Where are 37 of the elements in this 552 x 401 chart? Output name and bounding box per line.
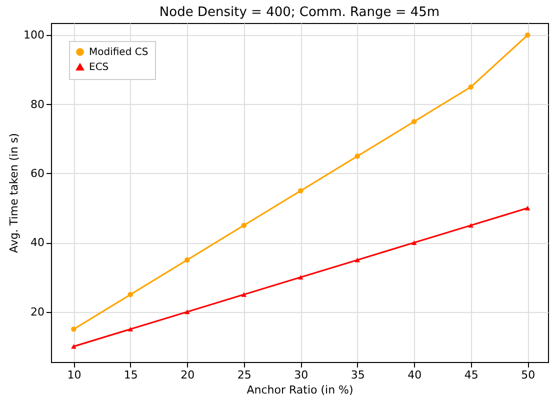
point — [298, 274, 304, 280]
legend-label: ECS — [89, 62, 109, 73]
point — [354, 154, 360, 159]
x-tick-label: 40 — [408, 368, 422, 382]
x-tick-label: 15 — [124, 368, 138, 382]
x-tick-label: 10 — [67, 368, 82, 382]
y-axis-title: Avg. Time taken (in s) — [8, 133, 21, 253]
point — [128, 326, 134, 332]
point — [524, 32, 530, 38]
point — [411, 118, 417, 124]
x-tick-label: 35 — [350, 368, 365, 382]
x-tick-label: 30 — [294, 368, 308, 382]
x-tick-label: 25 — [237, 368, 252, 382]
point — [184, 257, 190, 263]
point — [468, 223, 474, 228]
point — [468, 84, 474, 90]
point — [241, 292, 247, 297]
legend-label: Modified CS — [89, 47, 148, 58]
x-tick-label: 50 — [521, 368, 536, 382]
point — [71, 344, 76, 349]
y-tick-label: 40 — [30, 236, 44, 250]
y-tick-label: 100 — [24, 28, 44, 42]
point — [184, 310, 190, 314]
point — [71, 326, 76, 332]
point — [298, 188, 304, 194]
x-tick-label: 20 — [180, 368, 195, 382]
y-tick-label: 20 — [30, 305, 44, 318]
point — [241, 222, 247, 228]
y-tick-label: 60 — [30, 166, 44, 180]
point — [128, 292, 134, 298]
x-tick-label: 45 — [464, 368, 478, 382]
chart-title: Node Density = 400; Comm. Range = 45m — [159, 5, 440, 20]
point — [354, 258, 360, 262]
x-axis-title: Anchor Ratio (in %) — [246, 384, 354, 396]
point — [524, 206, 530, 210]
y-tick-label: 80 — [30, 98, 44, 111]
point — [411, 240, 417, 245]
